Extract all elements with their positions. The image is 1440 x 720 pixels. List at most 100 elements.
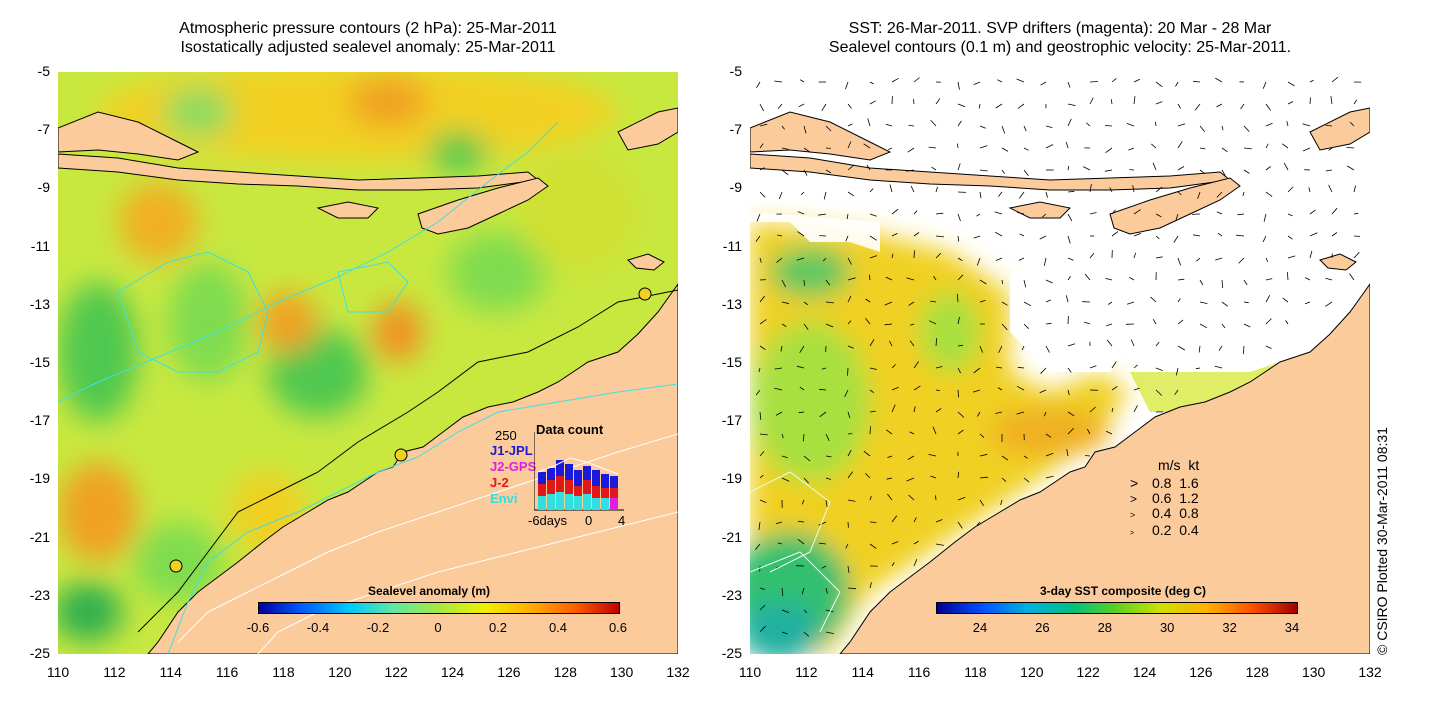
velocity-arrow	[995, 411, 1003, 414]
velocity-arrow	[756, 213, 761, 222]
velocity-arrow	[1040, 367, 1047, 374]
velocity-arrow	[891, 364, 896, 369]
velocity-arrow	[1017, 212, 1025, 215]
sst-colorbar-title: 3-day SST composite (deg C)	[1040, 584, 1207, 598]
velocity-arrow	[957, 367, 961, 374]
y-tick-label: -13	[721, 295, 742, 312]
velocity-arrow	[1089, 365, 1097, 369]
velocity-arrow	[869, 274, 871, 281]
velocity-arrow	[907, 147, 915, 153]
velocity-arrow	[1065, 295, 1069, 303]
velocity-arrow	[1243, 345, 1245, 355]
velocity-arrow	[1066, 449, 1069, 457]
colorbar-tick-label: 0.4	[548, 620, 568, 635]
velocity-arrow	[1016, 385, 1025, 391]
velocity-arrow	[957, 120, 962, 127]
velocity-arrow	[869, 255, 878, 259]
velocity-arrow	[1089, 81, 1099, 83]
velocity-arrow	[1175, 213, 1179, 220]
x-tick-label: 114	[159, 664, 182, 680]
velocity-arrow	[1023, 323, 1029, 329]
velocity-arrow	[1018, 191, 1025, 199]
velocity-arrow	[913, 77, 920, 83]
velocity-arrow	[802, 433, 805, 442]
velocity-arrow	[1243, 301, 1249, 304]
velocity-arrow	[1194, 103, 1201, 111]
velocity-arrow	[1109, 187, 1113, 193]
velocity-arrow	[994, 231, 1003, 237]
inset-sat-4: Envi	[490, 491, 518, 506]
velocity-arrow	[1023, 125, 1027, 132]
velocity-arrow	[972, 389, 981, 393]
velocity-arrow	[994, 211, 1003, 215]
y-tick-label: -25	[29, 645, 50, 661]
velocity-arrow	[1067, 411, 1075, 417]
velocity-arrow	[1045, 345, 1050, 353]
left-title: Atmospheric pressure contours (2 hPa): 2…	[58, 19, 678, 57]
velocity-arrow	[1237, 213, 1245, 216]
velocity-arrow	[928, 320, 937, 325]
credit-text: © CSIRO Plotted 30-Mar-2011 08:31	[1374, 427, 1390, 655]
velocity-arrow	[957, 103, 966, 108]
velocity-arrow	[847, 123, 853, 127]
velocity-arrow	[1045, 322, 1052, 325]
velocity-arrow	[1150, 296, 1157, 303]
x-tick-label: 126	[497, 664, 521, 680]
speed-header-ms: m/s	[1158, 457, 1181, 473]
velocity-arrow	[759, 319, 767, 325]
inset-xtick-2: 0	[585, 513, 593, 528]
velocity-arrow	[1016, 78, 1025, 83]
velocity-arrow	[1104, 125, 1113, 127]
velocity-arrow	[818, 521, 827, 526]
velocity-arrow	[869, 100, 876, 105]
velocity-arrow	[1175, 367, 1179, 376]
velocity-arrow	[1067, 103, 1076, 106]
inset-sat-2: J2-GPS	[490, 459, 537, 474]
colorbar-tick-label: 26	[1035, 620, 1050, 635]
velocity-arrow	[910, 185, 915, 193]
velocity-arrow	[1265, 143, 1269, 149]
velocity-arrow	[1155, 186, 1163, 193]
velocity-arrow	[913, 406, 916, 413]
velocity-arrow	[1287, 186, 1294, 193]
left-title-line2: Isostatically adjusted sealevel anomaly:…	[180, 39, 556, 56]
speed-ms-1: 0.8	[1152, 475, 1172, 491]
velocity-arrow	[1214, 365, 1223, 369]
velocity-arrow	[844, 389, 849, 398]
velocity-arrow	[799, 79, 805, 83]
velocity-arrow	[1325, 169, 1333, 172]
velocity-arrow	[825, 499, 828, 508]
velocity-arrow	[978, 103, 981, 109]
sealevel-anomaly-map-graphic	[58, 72, 678, 654]
velocity-arrow	[1155, 341, 1160, 347]
velocity-arrow	[1177, 141, 1183, 149]
velocity-arrow	[1104, 169, 1113, 172]
velocity-arrow	[754, 543, 761, 551]
velocity-arrow	[933, 275, 937, 281]
velocity-arrow	[818, 213, 827, 216]
velocity-arrow	[847, 164, 855, 171]
velocity-arrow	[781, 631, 788, 635]
velocity-arrow	[1040, 81, 1047, 86]
velocity-arrow	[803, 455, 811, 462]
velocity-arrow	[891, 386, 899, 391]
velocity-arrow	[1133, 364, 1138, 369]
speed-kt-1: 1.6	[1179, 475, 1199, 491]
velocity-arrow	[1177, 166, 1185, 171]
velocity-arrow	[976, 521, 981, 526]
velocity-arrow	[759, 604, 766, 611]
velocity-arrow	[1281, 143, 1289, 149]
velocity-arrow	[1177, 345, 1186, 351]
velocity-arrow	[1111, 209, 1116, 215]
velocity-arrow	[979, 300, 986, 303]
velocity-arrow	[957, 274, 964, 281]
velocity-arrow	[825, 323, 834, 328]
velocity-arrow	[1265, 166, 1271, 171]
velocity-arrow	[1283, 162, 1289, 171]
velocity-arrow	[935, 98, 941, 105]
velocity-arrow	[1331, 76, 1339, 83]
velocity-arrow	[935, 408, 942, 413]
velocity-arrow	[979, 499, 984, 507]
velocity-arrow	[799, 386, 805, 391]
velocity-arrow	[825, 631, 834, 634]
